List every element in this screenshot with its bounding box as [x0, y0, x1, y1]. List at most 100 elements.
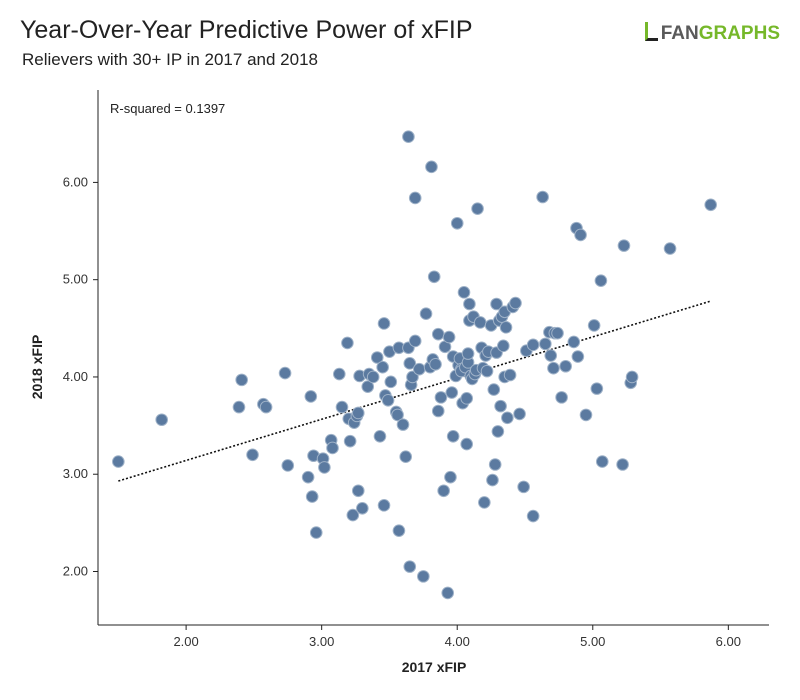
data-point[interactable] [487, 383, 501, 396]
data-point[interactable] [332, 367, 346, 381]
data-point[interactable] [526, 338, 540, 352]
data-point[interactable] [326, 441, 339, 455]
data-point[interactable] [391, 408, 404, 422]
data-point[interactable] [356, 501, 369, 515]
data-point[interactable] [594, 274, 608, 287]
data-point[interactable] [590, 382, 604, 395]
data-point[interactable] [617, 239, 631, 252]
data-point[interactable] [305, 490, 319, 503]
fangraphs-logo[interactable]: FANGRAPHS [644, 22, 780, 45]
data-point[interactable] [377, 499, 391, 512]
data-point[interactable] [446, 429, 460, 443]
data-point[interactable] [442, 330, 456, 344]
data-point[interactable] [429, 358, 442, 371]
data-point[interactable] [509, 296, 522, 310]
data-point[interactable] [351, 484, 365, 498]
data-point[interactable] [547, 361, 560, 375]
data-point[interactable] [457, 286, 471, 299]
data-point[interactable] [412, 362, 426, 376]
data-point[interactable] [381, 394, 395, 407]
data-point[interactable] [366, 370, 380, 384]
data-point[interactable] [304, 390, 318, 403]
data-point[interactable] [373, 429, 387, 443]
data-point[interactable] [444, 470, 457, 484]
data-point[interactable] [471, 202, 484, 215]
data-point[interactable] [536, 190, 549, 204]
data-point[interactable] [478, 496, 491, 509]
data-point[interactable] [399, 450, 413, 464]
data-point[interactable] [663, 242, 677, 255]
data-point[interactable] [501, 411, 514, 425]
data-point[interactable] [343, 434, 357, 448]
data-point[interactable] [587, 319, 601, 332]
data-point[interactable] [567, 335, 581, 349]
data-point[interactable] [579, 408, 593, 422]
data-point[interactable] [235, 373, 248, 387]
data-point[interactable] [571, 350, 585, 363]
data-point[interactable] [574, 228, 587, 242]
data-point[interactable] [425, 160, 438, 174]
data-point[interactable] [408, 191, 422, 205]
data-point[interactable] [419, 307, 433, 321]
data-point[interactable] [427, 270, 441, 284]
data-point[interactable] [351, 406, 365, 420]
data-point[interactable] [259, 400, 273, 414]
data-point[interactable] [155, 413, 169, 427]
data-point[interactable] [539, 337, 552, 351]
data-point[interactable] [595, 455, 609, 468]
data-point[interactable] [625, 370, 639, 384]
data-point[interactable] [486, 473, 499, 487]
data-point[interactable] [555, 391, 568, 404]
data-point[interactable] [499, 321, 513, 334]
data-point[interactable] [460, 392, 474, 405]
data-point[interactable] [503, 368, 517, 382]
data-point[interactable] [450, 216, 464, 230]
data-point[interactable] [408, 334, 422, 348]
data-point[interactable] [384, 375, 398, 389]
data-point[interactable] [445, 386, 459, 399]
data-point[interactable] [402, 130, 415, 143]
data-point[interactable] [616, 458, 629, 471]
data-point[interactable] [437, 484, 450, 498]
data-point[interactable] [278, 366, 292, 380]
data-point[interactable] [431, 327, 445, 341]
data-point[interactable] [335, 400, 349, 414]
data-point[interactable] [544, 349, 558, 362]
data-point[interactable] [346, 508, 360, 522]
data-point[interactable] [281, 459, 295, 472]
data-point[interactable] [497, 339, 510, 353]
data-point[interactable] [461, 347, 475, 360]
data-point[interactable] [403, 357, 417, 370]
data-point[interactable] [434, 391, 448, 404]
data-point[interactable] [417, 570, 430, 583]
data-point[interactable] [704, 198, 718, 212]
data-point[interactable] [232, 400, 246, 414]
data-point[interactable] [361, 380, 375, 393]
data-point[interactable] [377, 317, 391, 330]
data-point[interactable] [246, 448, 259, 462]
data-point[interactable] [392, 524, 406, 537]
data-point[interactable] [396, 418, 410, 431]
data-point[interactable] [370, 351, 384, 364]
data-point[interactable] [301, 470, 315, 484]
data-point[interactable] [494, 399, 507, 413]
data-point[interactable] [473, 316, 487, 329]
data-point[interactable] [490, 297, 503, 311]
data-point[interactable] [517, 480, 530, 494]
data-point[interactable] [480, 364, 494, 378]
data-point[interactable] [463, 297, 476, 311]
data-point[interactable] [309, 526, 323, 539]
data-point[interactable] [318, 461, 331, 474]
data-point[interactable] [341, 336, 354, 350]
data-point[interactable] [559, 359, 572, 373]
data-point[interactable] [376, 360, 389, 374]
data-point[interactable] [460, 437, 474, 451]
data-point[interactable] [491, 425, 505, 438]
data-point[interactable] [431, 404, 445, 418]
data-point[interactable] [488, 458, 502, 471]
data-point[interactable] [112, 455, 125, 468]
data-point[interactable] [403, 560, 417, 573]
data-point[interactable] [551, 326, 564, 340]
data-point[interactable] [513, 407, 526, 421]
data-point[interactable] [526, 509, 540, 523]
